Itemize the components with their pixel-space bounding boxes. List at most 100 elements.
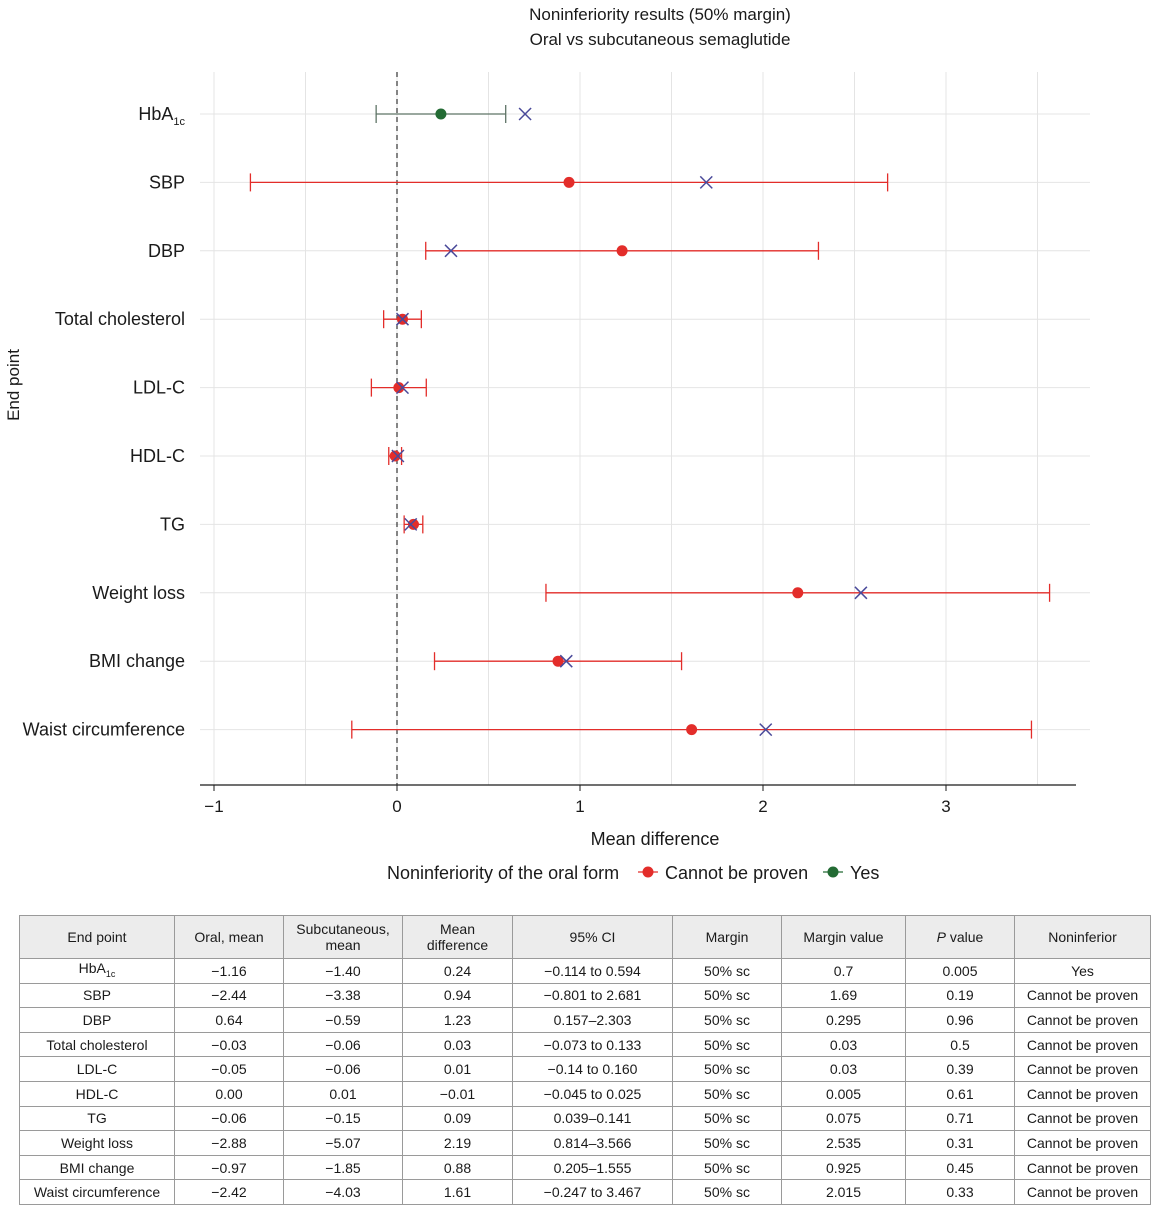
x-tick-label: 0 (392, 797, 401, 816)
table-cell: 0.075 (781, 1105, 906, 1132)
table-cell: Cannot be proven (1014, 1154, 1151, 1181)
table-cell: 0.205–1.555 (512, 1154, 673, 1181)
table-cell: 0.925 (781, 1154, 906, 1181)
table-cell: 0.7 (781, 958, 906, 984)
table-cell: −4.03 (283, 1179, 403, 1205)
table-cell: 50% sc (672, 982, 782, 1009)
header-italic-part: P (936, 929, 946, 945)
margin-marker (395, 312, 410, 326)
mean-point (389, 450, 401, 462)
table-row: LDL-C −0.05 −0.06 0.01 −0.14 to 0.160 50% sc 0… (19, 1056, 1151, 1082)
table-cell: 0.00 (174, 1080, 284, 1107)
table-cell: 0.96 (905, 1007, 1015, 1033)
table-row: HbA1c −1.16 −1.40 0.24 −0.114 to 0.594 50% sc… (19, 958, 1151, 984)
table-cell: Total cholesterol (19, 1031, 175, 1058)
plot-rows: HbA1c SBP DBP Total cholesterol LDL-C HDL-C TG… (23, 104, 1051, 740)
results-table: End point Oral, mean Subcutaneous, mean Mean… (19, 915, 1151, 1205)
margin-marker-stroke (391, 449, 405, 463)
grid (200, 72, 1090, 785)
table-row: DBP 0.64 −0.59 1.23 0.157–2.303 50% sc 0.295 0.… (19, 1007, 1151, 1033)
margin-marker-stroke (404, 517, 418, 531)
table-cell: 50% sc (672, 1056, 782, 1082)
table-cell: SBP (19, 982, 175, 1009)
margin-marker (559, 654, 573, 668)
table-cell: 50% sc (672, 1031, 782, 1058)
chart-subtitle: Oral vs subcutaneous semaglutide (530, 30, 791, 49)
margin-marker-stroke (444, 244, 458, 258)
table-cell: Cannot be proven (1014, 1130, 1151, 1156)
table-cell: 0.005 (781, 1080, 906, 1107)
row-label-subscript: 1c (173, 116, 185, 128)
legend-title: Noninferiority of the oral form (387, 863, 619, 883)
row-label: DBP (148, 241, 185, 261)
table-cell: 50% sc (672, 1080, 782, 1107)
chart-title: Noninferiority results (50% margin) (529, 5, 791, 24)
table-cell: −0.06 (174, 1105, 284, 1132)
table-cell: TG (19, 1105, 175, 1132)
margin-marker-stroke (559, 654, 573, 668)
table-cell: Waist circumference (19, 1179, 175, 1205)
table-cell: 50% sc (672, 1154, 782, 1181)
table-cell: −0.05 (174, 1056, 284, 1082)
table-row: HDL-C 0.00 0.01 −0.01 −0.045 to 0.025 50% sc 0… (19, 1080, 1151, 1107)
table-cell: −0.15 (283, 1105, 403, 1132)
table-header-cell: 95% CI (512, 915, 673, 959)
table-header-cell: Margin (672, 915, 782, 959)
table-cell: 0.01 (283, 1080, 403, 1107)
x-tick-label: 1 (575, 797, 584, 816)
table-cell: 0.5 (905, 1031, 1015, 1058)
table-cell: Cannot be proven (1014, 982, 1151, 1009)
row-label: LDL-C (133, 378, 185, 398)
table-cell: 2.015 (781, 1179, 906, 1205)
table-cell: HDL-C (19, 1080, 175, 1107)
row-label: HDL-C (130, 446, 185, 466)
table-row: TG −0.06 −0.15 0.09 0.039–0.141 50% sc 0.075 0.… (19, 1105, 1151, 1132)
table-cell: −1.40 (283, 958, 403, 984)
table-cell: 0.03 (402, 1031, 513, 1058)
legend-entry-label: Yes (850, 863, 879, 883)
table-row: Total cholesterol −0.03 −0.06 0.03 −0.073 to… (19, 1031, 1151, 1058)
table-cell: −0.06 (283, 1031, 403, 1058)
mean-point (792, 587, 804, 599)
table-header-cell: P value (905, 915, 1015, 959)
x-axis: −1 0 1 2 3 (200, 72, 1076, 816)
table-cell: Yes (1014, 958, 1151, 984)
table-cell: 0.45 (905, 1154, 1015, 1181)
table-cell: 50% sc (672, 1105, 782, 1132)
margin-marker-stroke (518, 107, 532, 121)
legend: Noninferiority of the oral form Cannot b… (387, 863, 879, 883)
table-row: Waist circumference −2.42 −4.03 1.61 −0.247 … (19, 1179, 1151, 1205)
table-cell: −5.07 (283, 1130, 403, 1156)
table-cell: 0.33 (905, 1179, 1015, 1205)
row-label: Waist circumference (23, 720, 185, 740)
table-cell: −0.073 to 0.133 (512, 1031, 673, 1058)
margin-marker (391, 449, 405, 463)
legend-swatch-point (827, 866, 839, 878)
table-cell: Cannot be proven (1014, 1080, 1151, 1107)
mean-point (552, 655, 564, 667)
row-label: TG (160, 514, 185, 534)
row-label: Total cholesterol (55, 309, 185, 329)
mean-point (563, 176, 575, 188)
table-cell: DBP (19, 1007, 175, 1033)
table-cell: Cannot be proven (1014, 1179, 1151, 1205)
table-header-cell: Noninferior (1014, 915, 1151, 959)
table-cell: 1.23 (402, 1007, 513, 1033)
table-cell: 0.09 (402, 1105, 513, 1132)
table-cell: 0.71 (905, 1105, 1015, 1132)
table-cell: −0.59 (283, 1007, 403, 1033)
table-cell: 0.039–0.141 (512, 1105, 673, 1132)
margin-marker (404, 517, 418, 531)
forest-plot: Noninferiority results (50% margin) Oral… (4, 5, 1090, 883)
table-cell: 1.69 (781, 982, 906, 1009)
table-header-cell: Margin value (781, 915, 906, 959)
y-axis-label: End point (4, 349, 23, 421)
table-cell: 2.535 (781, 1130, 906, 1156)
table-cell: −1.16 (174, 958, 284, 984)
x-axis-label: Mean difference (591, 829, 720, 849)
table-header-cell: Subcutaneous, mean (283, 915, 403, 959)
table-cell: 0.03 (781, 1056, 906, 1082)
table-cell: Cannot be proven (1014, 1056, 1151, 1082)
margin-marker-stroke (854, 586, 868, 600)
table-cell: 0.005 (905, 958, 1015, 984)
